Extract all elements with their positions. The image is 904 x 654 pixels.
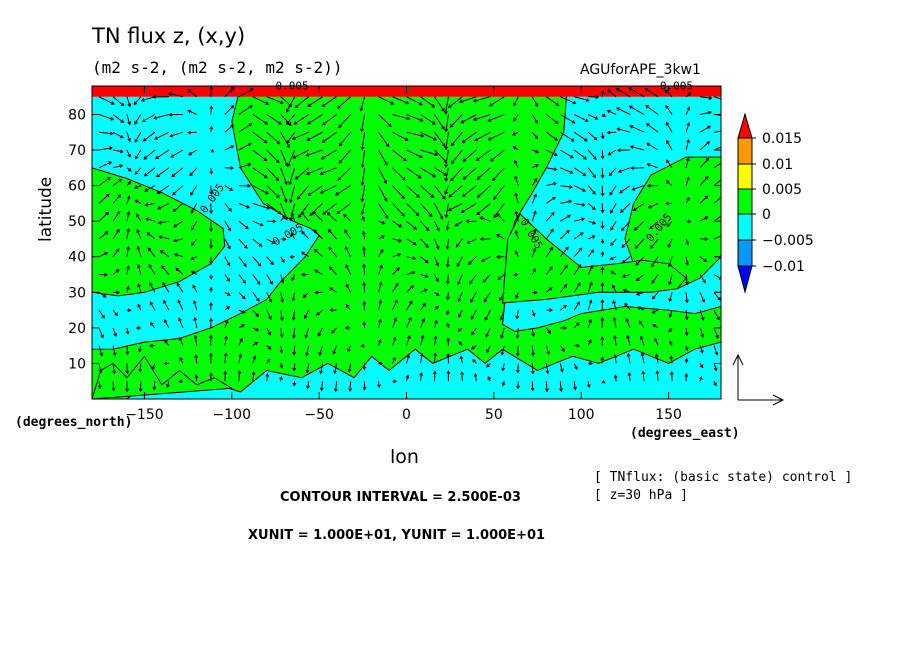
colorbar-level-label: 0 — [762, 207, 771, 223]
colorbar-level-label: 0.01 — [762, 157, 793, 173]
y-tick-label: 50 — [68, 214, 86, 230]
y-tick-label: 70 — [68, 143, 86, 159]
colorbar-cell — [738, 189, 752, 214]
y-tick-label: 40 — [68, 250, 86, 266]
colorbar-top-arrow — [738, 114, 752, 138]
y-tick-label: 30 — [68, 285, 86, 301]
x-tick-label: 150 — [655, 407, 682, 423]
colorbar-level-label: 0.015 — [762, 131, 802, 147]
vector-units-text: XUNIT = 1.000E+01, YUNIT = 1.000E+01 — [248, 528, 545, 543]
note-line-1: [ TNflux: (basic state) control ] — [594, 470, 852, 485]
x-units-label: (degrees_east) — [630, 426, 740, 441]
note-line-2: [ z=30 hPa ] — [594, 488, 688, 503]
colorbar-cell — [738, 138, 752, 164]
y-axis-label: latitude — [36, 177, 56, 242]
colorbar-cell — [738, 240, 752, 266]
x-tick-label: −100 — [213, 407, 251, 423]
x-tick-label: 0 — [402, 407, 411, 423]
colorbar-level-label: −0.01 — [762, 259, 805, 275]
y-tick-label: 60 — [68, 179, 86, 195]
colorbar-bottom-arrow — [738, 266, 752, 292]
y-tick-label: 10 — [68, 356, 86, 372]
colorbar-level-label: 0.005 — [762, 182, 802, 198]
contour-interval-text: CONTOUR INTERVAL = 2.500E-03 — [280, 490, 521, 505]
x-tick-label: 100 — [568, 407, 595, 423]
colorbar-cell — [738, 164, 752, 189]
x-tick-label: −50 — [304, 407, 334, 423]
y-tick-label: 80 — [68, 107, 86, 123]
x-tick-label: 50 — [485, 407, 503, 423]
colorbar-level-label: −0.005 — [762, 233, 814, 249]
y-units-label: (degrees_north) — [15, 415, 132, 430]
y-tick-label: 20 — [68, 321, 86, 337]
reference-vector-y — [733, 355, 743, 400]
x-axis-label: lon — [390, 446, 419, 468]
reference-vector-x — [738, 395, 783, 405]
colorbar-cell — [738, 214, 752, 240]
